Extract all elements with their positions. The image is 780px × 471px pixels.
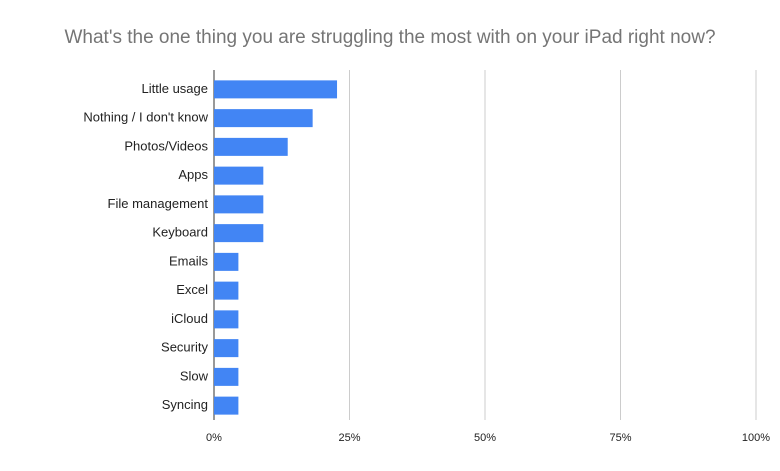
y-tick-label: Apps bbox=[178, 167, 208, 182]
bar bbox=[214, 367, 239, 386]
bar bbox=[214, 310, 239, 329]
bar bbox=[214, 80, 338, 99]
bar bbox=[214, 109, 313, 128]
y-tick-label: Nothing / I don't know bbox=[83, 110, 208, 125]
y-tick-label: iCloud bbox=[171, 311, 208, 326]
x-tick-label: 25% bbox=[338, 432, 360, 444]
bar bbox=[214, 224, 264, 243]
bar bbox=[214, 396, 239, 415]
x-tick-label: 100% bbox=[742, 432, 770, 444]
y-tick-label: Little usage bbox=[142, 81, 209, 96]
y-tick-label: Emails bbox=[169, 253, 209, 268]
y-tick-label: Excel bbox=[176, 282, 208, 297]
x-tick-label: 75% bbox=[609, 432, 631, 444]
x-tick-label: 50% bbox=[474, 432, 496, 444]
y-tick-label: Security bbox=[161, 340, 208, 355]
bar bbox=[214, 281, 239, 300]
chart-title: What's the one thing you are struggling … bbox=[64, 27, 715, 48]
y-tick-label: Slow bbox=[180, 368, 209, 383]
bar bbox=[214, 137, 288, 156]
y-tick-label: File management bbox=[108, 196, 209, 211]
bar bbox=[214, 252, 239, 271]
bar bbox=[214, 166, 264, 185]
bar bbox=[214, 195, 264, 214]
y-tick-label: Syncing bbox=[162, 397, 208, 412]
x-tick-label: 0% bbox=[206, 432, 222, 444]
y-tick-label: Photos/Videos bbox=[124, 138, 208, 153]
bar bbox=[214, 339, 239, 358]
y-tick-label: Keyboard bbox=[152, 225, 208, 240]
